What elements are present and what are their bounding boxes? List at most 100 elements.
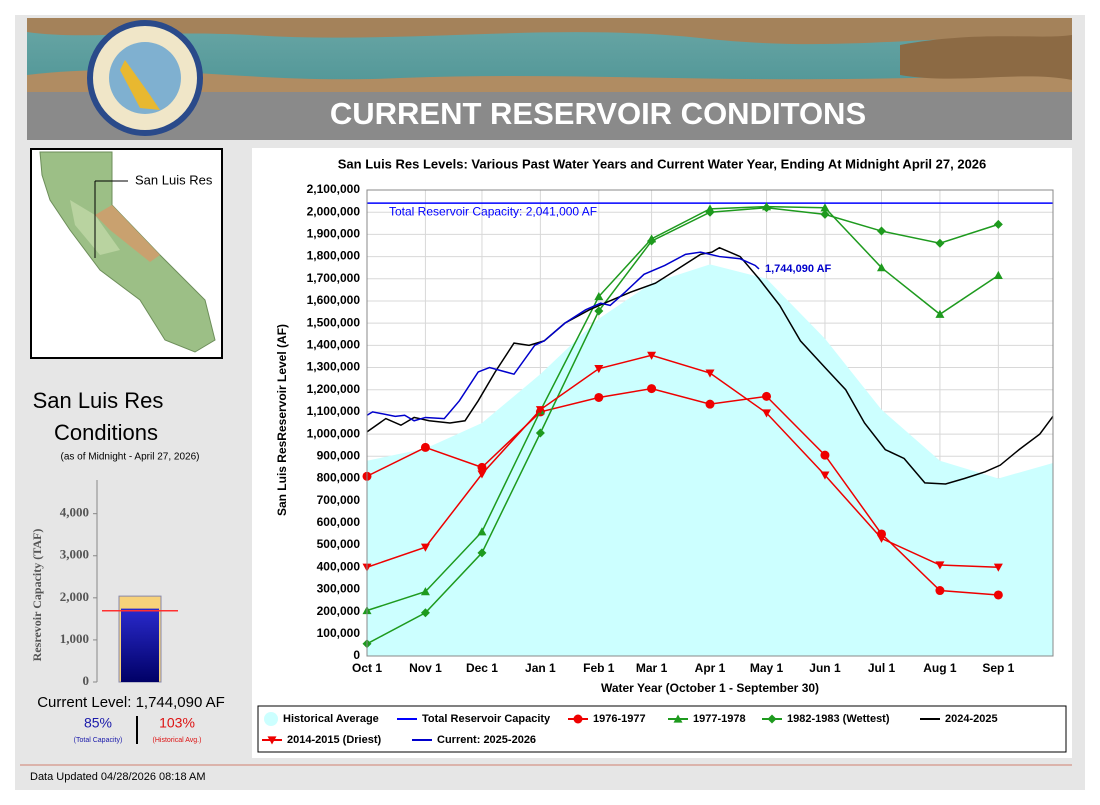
y-tick-label: 700,000 bbox=[317, 493, 361, 507]
current-level: Current Level: 1,744,090 AF bbox=[37, 694, 225, 711]
y-tick-label: 1,600,000 bbox=[307, 293, 361, 307]
marker bbox=[993, 590, 1003, 600]
marker bbox=[647, 236, 657, 246]
y-tick-label: 800,000 bbox=[317, 471, 361, 485]
marker bbox=[820, 203, 830, 212]
marker bbox=[267, 736, 277, 745]
legend-label: 1976-1977 bbox=[593, 713, 646, 725]
y-tick-label: 300,000 bbox=[317, 582, 361, 596]
y-tick-label: 2,000 bbox=[60, 589, 89, 604]
marker bbox=[820, 471, 830, 480]
y-axis-title: San Luis ResReservoir Level (AF) bbox=[275, 324, 289, 516]
map bbox=[30, 148, 223, 359]
legend-label: 2024-2025 bbox=[945, 713, 998, 725]
y-tick-label: 500,000 bbox=[317, 537, 361, 551]
marker bbox=[820, 450, 830, 460]
pct-capacity-note: (Total Capacity) bbox=[74, 737, 123, 744]
x-tick-label: May 1 bbox=[750, 661, 784, 675]
y-tick-label: 1,500,000 bbox=[307, 315, 361, 329]
x-tick-label: Apr 1 bbox=[695, 661, 726, 675]
x-tick-label: Dec 1 bbox=[466, 661, 498, 675]
area bbox=[367, 264, 1053, 656]
legend-label: 1982-1983 (Wettest) bbox=[787, 713, 890, 725]
y-tick-label: 1,700,000 bbox=[307, 271, 361, 285]
marker bbox=[477, 470, 487, 479]
marker bbox=[535, 406, 545, 415]
y-tick-label: 1,300,000 bbox=[307, 360, 361, 374]
y-tick-label: 400,000 bbox=[317, 559, 361, 573]
y-tick-label: 1,900,000 bbox=[307, 227, 361, 241]
y-tick-label: 1,800,000 bbox=[307, 249, 361, 263]
marker bbox=[647, 351, 657, 360]
marker bbox=[762, 409, 772, 418]
x-tick-label: Mar 1 bbox=[636, 661, 668, 675]
y-tick-label: 2,000,000 bbox=[307, 204, 361, 218]
x-tick-label: Jan 1 bbox=[525, 661, 556, 675]
marker bbox=[420, 543, 430, 552]
legend-swatch bbox=[264, 712, 278, 726]
marker bbox=[594, 306, 604, 316]
series-line bbox=[366, 206, 999, 645]
y-tick-label: 1,000,000 bbox=[307, 426, 361, 440]
legend-label: Historical Average bbox=[283, 713, 379, 725]
marker bbox=[420, 608, 430, 618]
reservoir-name: San Luis Res bbox=[33, 388, 164, 413]
marker bbox=[477, 462, 487, 472]
x-tick-label: Aug 1 bbox=[923, 661, 957, 675]
legend-label: Total Reservoir Capacity bbox=[422, 713, 551, 725]
marker bbox=[535, 428, 545, 438]
x-tick-label: Nov 1 bbox=[409, 661, 442, 675]
y-tick-label: 4,000 bbox=[60, 505, 89, 520]
marker bbox=[705, 369, 715, 378]
banner-title: CURRENT RESERVOIR CONDITONS bbox=[330, 96, 866, 131]
marker bbox=[420, 587, 430, 596]
y-tick-label: 3,000 bbox=[60, 547, 89, 562]
x-tick-label: Jun 1 bbox=[809, 661, 841, 675]
legend-label: 1977-1978 bbox=[693, 713, 746, 725]
marker bbox=[935, 309, 945, 318]
marker bbox=[594, 365, 604, 374]
y-tick-label: 2,100,000 bbox=[307, 182, 361, 196]
marker bbox=[762, 391, 772, 401]
marker bbox=[673, 714, 683, 723]
y-tick-label: 0 bbox=[83, 673, 90, 688]
y-tick-label: 900,000 bbox=[317, 448, 361, 462]
series-line bbox=[366, 251, 760, 422]
legend bbox=[257, 705, 1067, 753]
series-line bbox=[366, 205, 999, 612]
marker bbox=[877, 534, 886, 543]
marker bbox=[767, 714, 777, 724]
pct-capacity: 85% bbox=[84, 715, 112, 731]
marker bbox=[935, 238, 945, 248]
banner bbox=[27, 18, 1072, 140]
marker bbox=[705, 207, 715, 217]
marker bbox=[477, 548, 487, 558]
y-tick-label: 1,100,000 bbox=[307, 404, 361, 418]
x-tick-label: Sep 1 bbox=[982, 661, 1014, 675]
marker bbox=[647, 384, 657, 394]
marker bbox=[573, 714, 583, 724]
y-tick-label: 1,200,000 bbox=[307, 382, 361, 396]
current-bar bbox=[121, 608, 159, 682]
marker bbox=[594, 392, 604, 402]
y-tick-label: 100,000 bbox=[317, 626, 361, 640]
legend-label: Current: 2025-2026 bbox=[437, 734, 536, 746]
pct-average-note: (Historical Avg.) bbox=[153, 737, 202, 744]
x-tick-label: Oct 1 bbox=[352, 661, 382, 675]
y-tick-label: 1,400,000 bbox=[307, 338, 361, 352]
end-label: 1,744,090 AF bbox=[765, 263, 832, 275]
y-tick-label: 600,000 bbox=[317, 515, 361, 529]
plot-border bbox=[366, 189, 1054, 657]
as-of: (as of Midnight - April 27, 2026) bbox=[61, 452, 200, 463]
marker bbox=[993, 219, 1003, 229]
legend-label: 2014-2015 (Driest) bbox=[287, 734, 382, 746]
pct-average: 103% bbox=[159, 715, 195, 731]
marker bbox=[877, 226, 886, 236]
marker bbox=[935, 561, 945, 570]
marker bbox=[420, 442, 430, 452]
marker bbox=[705, 399, 715, 409]
x-tick-label: Jul 1 bbox=[868, 661, 896, 675]
marker bbox=[762, 203, 772, 213]
